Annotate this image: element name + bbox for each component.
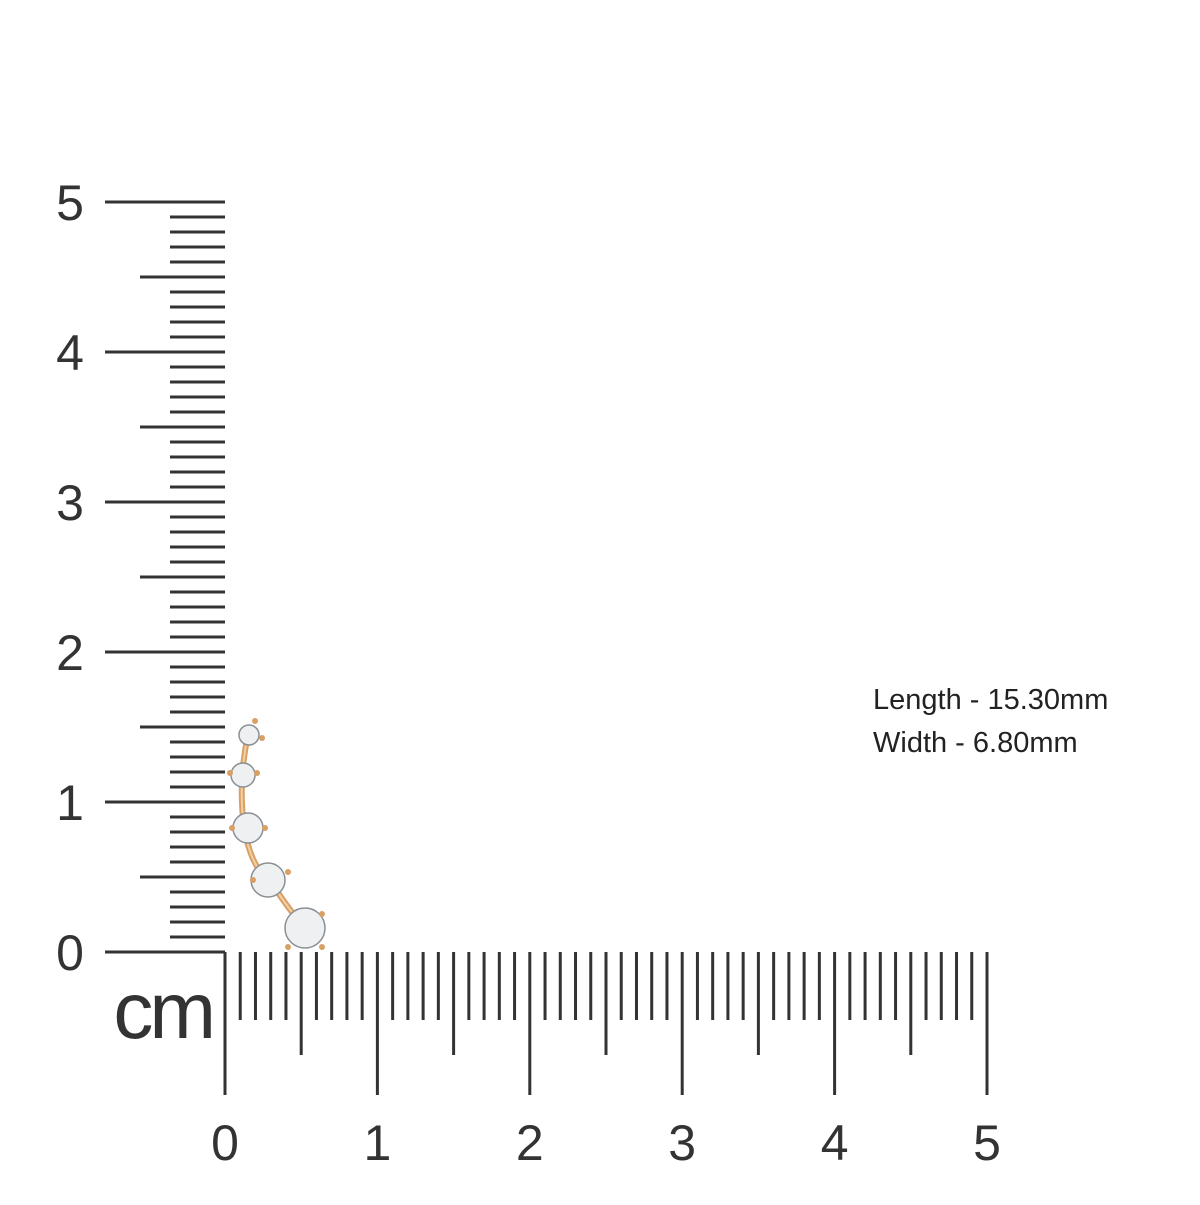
ruler-label: 1 bbox=[363, 1115, 391, 1171]
length-label: Length - 15.30mm bbox=[873, 684, 1108, 716]
diamond bbox=[238, 724, 260, 746]
diamond bbox=[232, 812, 264, 844]
prong bbox=[319, 944, 325, 950]
prong bbox=[227, 770, 233, 776]
ruler-label: 5 bbox=[56, 175, 84, 231]
ruler-label: 1 bbox=[56, 775, 84, 831]
prong bbox=[319, 911, 325, 917]
ruler-label: 2 bbox=[56, 625, 84, 681]
prong bbox=[254, 770, 260, 776]
prong bbox=[250, 877, 256, 883]
unit-label: cm bbox=[113, 966, 212, 1055]
diamond bbox=[284, 907, 326, 949]
prong bbox=[252, 718, 258, 724]
diamond bbox=[250, 862, 286, 898]
prong bbox=[259, 735, 265, 741]
ruler-label: 3 bbox=[56, 475, 84, 531]
ruler-label: 3 bbox=[668, 1115, 696, 1171]
ruler-label: 4 bbox=[821, 1115, 849, 1171]
ruler-label: 5 bbox=[973, 1115, 1001, 1171]
prong bbox=[262, 825, 268, 831]
diamond bbox=[230, 762, 256, 788]
ruler-label: 0 bbox=[211, 1115, 239, 1171]
ruler-label: 4 bbox=[56, 325, 84, 381]
prong bbox=[229, 825, 235, 831]
ruler-label: 0 bbox=[56, 925, 84, 981]
ruler-label: 2 bbox=[516, 1115, 544, 1171]
prong bbox=[285, 869, 291, 875]
earring bbox=[227, 718, 326, 950]
width-label: Width - 6.80mm bbox=[873, 727, 1078, 759]
prong bbox=[285, 944, 291, 950]
